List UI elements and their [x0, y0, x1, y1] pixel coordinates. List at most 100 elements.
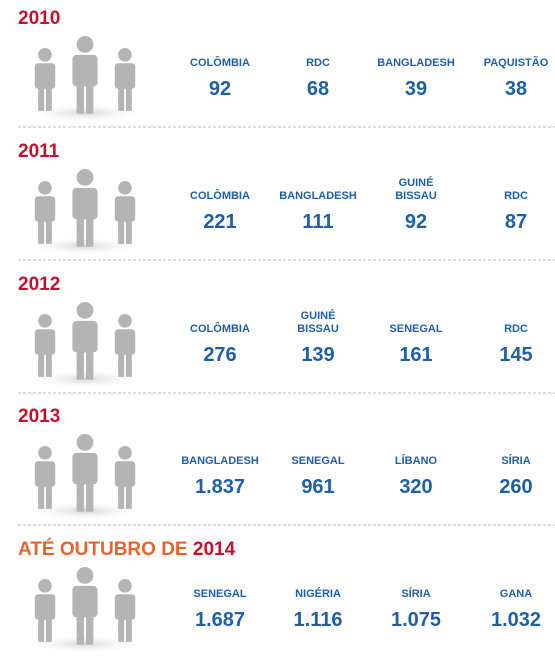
person-leg [118, 351, 125, 377]
country-name: GANA [500, 588, 532, 600]
person-body [72, 320, 98, 353]
icon-floor [23, 103, 147, 123]
country-name: RDC [504, 323, 528, 335]
heading-year: 2013 [18, 406, 60, 427]
person-leg [38, 218, 45, 244]
person-body [72, 54, 98, 87]
person-head [76, 36, 94, 53]
country-name: RDC [504, 190, 528, 202]
person-leg [38, 616, 45, 642]
country-value: 1.837 [195, 476, 245, 498]
person-body [72, 187, 98, 220]
heading-year: 2012 [18, 274, 60, 295]
person-head [118, 579, 132, 593]
person-leg [38, 483, 45, 509]
person-head [118, 314, 132, 328]
country-value: 260 [499, 476, 532, 498]
person-leg [45, 351, 52, 377]
person-body [114, 63, 136, 89]
heading-year: 2010 [18, 8, 60, 29]
person-leg [118, 218, 125, 244]
country-value: 1.032 [491, 609, 541, 631]
country-value: 221 [203, 211, 236, 233]
person-leg [45, 483, 52, 509]
person-body [72, 452, 98, 485]
country-name: SENEGAL [193, 588, 246, 600]
country-value: 161 [399, 344, 432, 366]
person-leg [76, 215, 84, 247]
heading-prefix: ATÉ OUTUBRO DE [18, 538, 193, 560]
country-value: 1.116 [294, 609, 343, 631]
person-leg [76, 480, 84, 512]
person-body [34, 461, 56, 487]
icon-floor [23, 369, 147, 389]
year-section: ATÉ OUTUBRO DE 2014 SENEGAL 1.687 NIGÉRIA 1.… [18, 538, 541, 654]
year-heading: 2013 [18, 406, 60, 427]
country-value: 1.075 [391, 609, 441, 631]
country-value: 92 [209, 78, 231, 100]
year-section: 2013 BANGLADESH 1.837 SENEGAL 961 LÍBANO 320 SÍ… [18, 406, 555, 526]
person-leg [38, 351, 45, 377]
person-body [34, 196, 56, 222]
people-icon [23, 169, 147, 256]
icon-floor [23, 634, 147, 654]
person-body [114, 329, 136, 355]
person-leg [125, 218, 132, 244]
country-name: RDC [306, 57, 330, 69]
person-body [114, 196, 136, 222]
year-heading: 2010 [18, 8, 60, 29]
country-name: GUINÉ [301, 309, 336, 322]
person-leg [86, 348, 94, 380]
person-head [76, 567, 94, 584]
year-heading: 2011 [18, 141, 60, 162]
country-value: 38 [505, 78, 527, 100]
people-icon [23, 302, 147, 389]
year-heading: 2012 [18, 274, 60, 295]
person-head [76, 169, 94, 186]
country-name: LÍBANO [395, 454, 438, 467]
person-body [114, 461, 136, 487]
person-leg [86, 480, 94, 512]
country-value: 961 [301, 476, 334, 498]
person-head [118, 446, 132, 460]
people-icon [23, 36, 147, 123]
person-leg [125, 85, 132, 111]
year-heading: ATÉ OUTUBRO DE 2014 [18, 538, 236, 560]
person-head [38, 48, 52, 62]
person-leg [45, 616, 52, 642]
person-leg [76, 613, 84, 645]
country-name: COLÔMBIA [190, 189, 250, 202]
country-name: SENEGAL [291, 455, 344, 467]
person-body [72, 585, 98, 618]
heading-year: 2014 [193, 539, 236, 560]
icon-floor [23, 236, 147, 256]
country-name: COLÔMBIA [190, 322, 250, 335]
people-icon [23, 567, 147, 654]
person-head [76, 302, 94, 319]
country-name: BANGLADESH [279, 190, 357, 202]
person-leg [118, 616, 125, 642]
person-leg [125, 351, 132, 377]
person-leg [45, 218, 52, 244]
country-name: BANGLADESH [377, 57, 455, 69]
person-leg [118, 85, 125, 111]
year-section: 2010 COLÔMBIA 92 RDC 68 BANGLADESH 39 PAQUISTÃO… [18, 8, 555, 128]
country-value: 39 [405, 78, 427, 100]
country-name: PAQUISTÃO [484, 56, 549, 69]
country-value: 1.687 [195, 609, 245, 631]
person-body [34, 63, 56, 89]
person-leg [76, 348, 84, 380]
country-value: 92 [405, 211, 427, 233]
country-name: SÍRIA [401, 587, 430, 600]
country-name: BANGLADESH [181, 455, 259, 467]
people-icon [23, 434, 147, 521]
person-head [76, 434, 94, 451]
country-name: BISSAU [297, 323, 339, 335]
person-head [38, 579, 52, 593]
icon-floor [23, 501, 147, 521]
person-leg [45, 85, 52, 111]
